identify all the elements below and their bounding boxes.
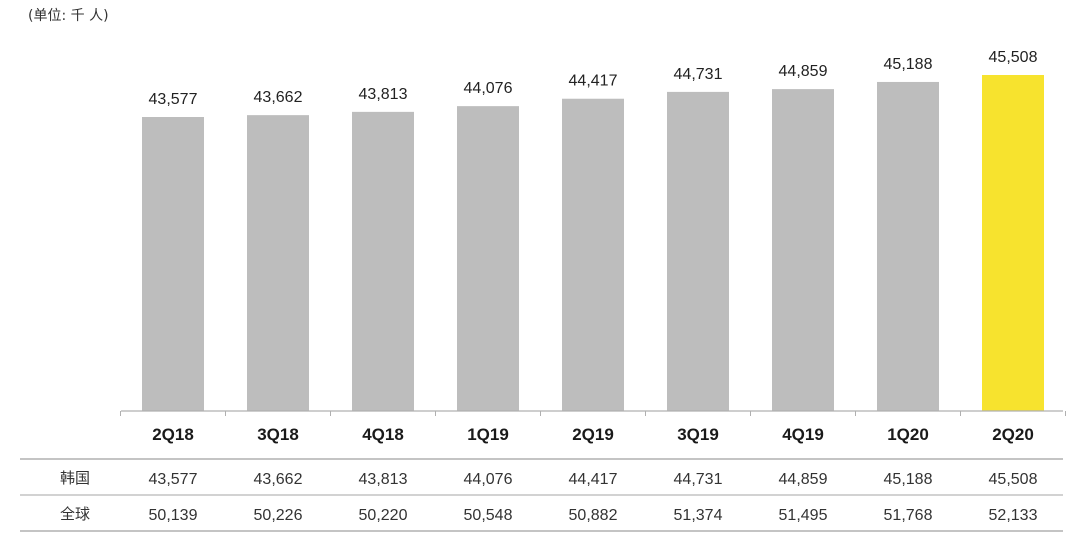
value-label-2q18: 43,577 [149, 91, 198, 108]
value-label-4q19: 44,859 [779, 63, 828, 80]
table-row-label: 全球 [60, 505, 90, 523]
unit-label: (单位: 千 人) [28, 8, 109, 24]
bar-4q18 [352, 111, 414, 411]
table-cell: 44,859 [779, 471, 828, 488]
table-cell: 44,076 [464, 471, 513, 488]
table-cell: 50,220 [359, 507, 408, 524]
data-table: 韩国 43,577 43,662 43,813 44,076 44,417 44,731 44… [20, 458, 1063, 532]
table-cell: 44,731 [674, 471, 723, 488]
table-cell: 44,417 [569, 471, 618, 488]
category-label-3q18: 3Q18 [257, 425, 299, 444]
table-cell: 45,508 [989, 471, 1038, 488]
bars-group [142, 75, 1044, 412]
category-labels-group: 2Q18 3Q18 4Q18 1Q19 2Q19 3Q19 4Q19 1Q20 2Q20 [152, 425, 1034, 444]
category-label-4q19: 4Q19 [782, 425, 824, 444]
category-label-1q19: 1Q19 [467, 425, 509, 444]
table-cell: 43,662 [254, 471, 303, 488]
bar-4q19 [772, 89, 834, 412]
table-row: 全球 50,139 50,226 50,220 50,548 50,882 51,374 51… [60, 505, 1038, 524]
table-cell: 52,133 [989, 507, 1038, 524]
table-cell: 51,768 [884, 507, 933, 524]
table-cell: 51,374 [674, 507, 723, 524]
table-row: 韩国 43,577 43,662 43,813 44,076 44,417 44,731 44… [60, 469, 1038, 488]
table-cell: 50,882 [569, 507, 618, 524]
table-row-label: 韩国 [60, 469, 90, 487]
value-label-1q19: 44,076 [464, 80, 513, 97]
table-cell: 43,813 [359, 471, 408, 488]
table-cell: 50,226 [254, 507, 303, 524]
x-axis [120, 410, 1066, 416]
bar-3q18 [247, 115, 309, 411]
value-label-1q20: 45,188 [884, 56, 933, 73]
category-label-1q20: 1Q20 [887, 425, 929, 444]
table-cell: 50,548 [464, 507, 513, 524]
category-label-4q18: 4Q18 [362, 425, 404, 444]
category-label-3q19: 3Q19 [677, 425, 719, 444]
bar-1q20 [877, 81, 939, 412]
value-label-4q18: 43,813 [359, 86, 408, 103]
category-label-2q19: 2Q19 [572, 425, 614, 444]
value-labels-group: 43,577 43,662 43,813 44,076 44,417 44,731 44,8… [149, 49, 1038, 108]
value-label-3q19: 44,731 [674, 66, 723, 83]
bar-2q19 [562, 98, 624, 411]
bar-2q20 [982, 75, 1044, 411]
table-cell: 50,139 [149, 507, 198, 524]
value-label-3q18: 43,662 [254, 89, 303, 106]
table-cell: 45,188 [884, 471, 933, 488]
table-cell: 51,495 [779, 507, 828, 524]
value-label-2q20: 45,508 [989, 49, 1038, 66]
category-label-2q20: 2Q20 [992, 425, 1034, 444]
value-label-2q19: 44,417 [569, 73, 618, 90]
category-label-2q18: 2Q18 [152, 425, 194, 444]
bar-2q18 [142, 117, 204, 411]
table-cell: 43,577 [149, 471, 198, 488]
bar-1q19 [457, 106, 519, 412]
bar-3q19 [667, 91, 729, 411]
